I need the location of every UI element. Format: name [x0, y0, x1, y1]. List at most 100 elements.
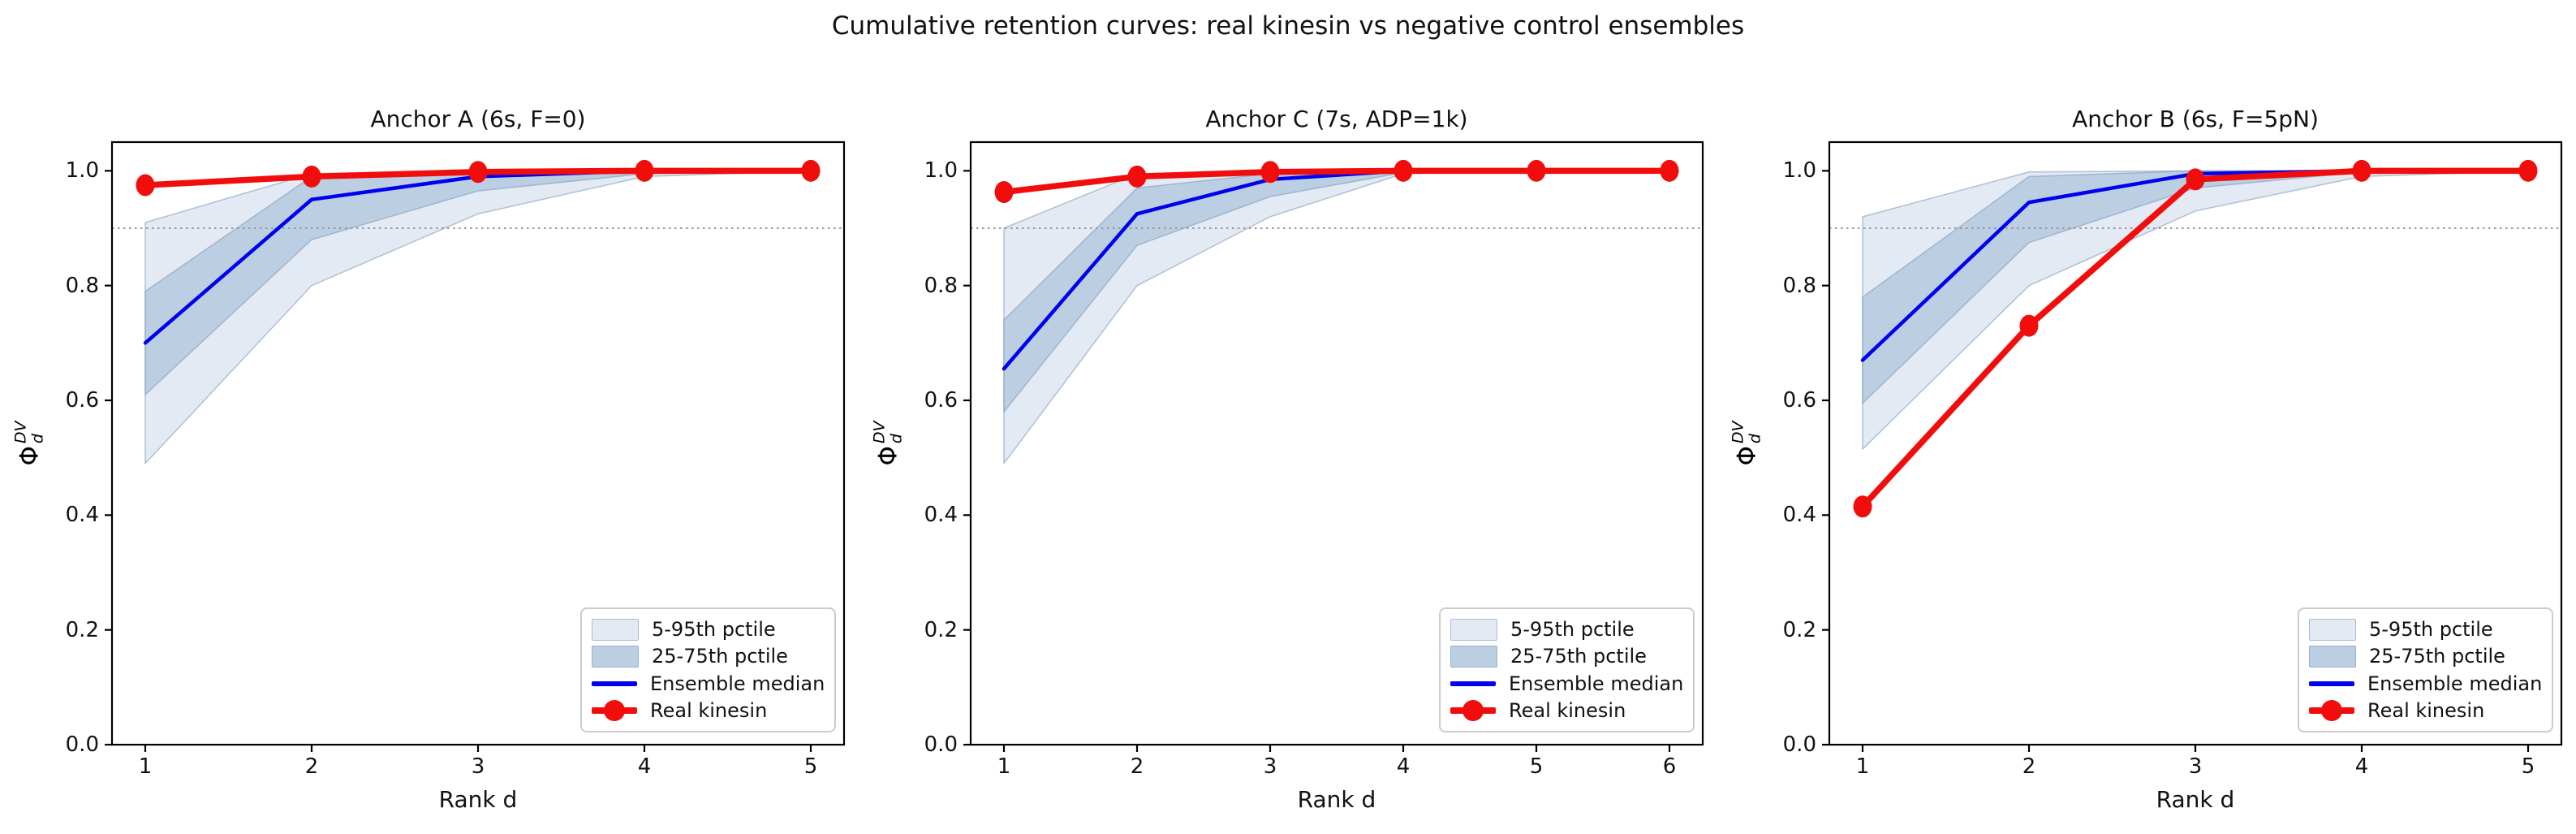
- phi-symbol: Φ: [1732, 446, 1762, 466]
- x-axis-label: Rank d: [438, 786, 518, 813]
- legend-item: Ensemble median: [2309, 671, 2542, 697]
- phi-superscript: DV: [11, 421, 30, 444]
- real-kinesin-marker: [801, 159, 821, 182]
- y-tick-label: 0.2: [65, 617, 99, 642]
- panel-title-anchor-b: Anchor B (6s, F=5pN): [2072, 106, 2319, 132]
- legend-label: 25-75th pctile: [652, 645, 788, 668]
- real-kinesin-marker: [1260, 161, 1280, 184]
- real-kinesin-marker: [2518, 159, 2538, 182]
- legend-item: Ensemble median: [592, 671, 825, 697]
- figure-title: Cumulative retention curves: real kinesi…: [831, 11, 1745, 41]
- panel-title-anchor-a: Anchor A (6s, F=0): [370, 106, 586, 132]
- legend-marker-dot: [1462, 699, 1484, 721]
- x-tick-label: 5: [1529, 754, 1544, 779]
- x-tick-label: 6: [1662, 754, 1677, 779]
- legend-item: 5-95th pctile: [592, 616, 825, 642]
- legend-swatch-median-line: [2309, 681, 2354, 686]
- legend-label: 5-95th pctile: [2369, 618, 2493, 641]
- axes-spines: [969, 140, 1704, 746]
- y-tick-label: 1.0: [924, 158, 958, 184]
- y-tick-label: 0.0: [924, 732, 958, 757]
- y-tick-label: 0.0: [1782, 732, 1816, 757]
- legend-label: Ensemble median: [2367, 672, 2543, 695]
- x-tick-label: 1: [138, 754, 153, 779]
- x-tick-label: 4: [1396, 754, 1411, 779]
- legend-item: Ensemble median: [1450, 671, 1683, 697]
- legend-label: Ensemble median: [650, 672, 825, 695]
- real-kinesin-marker: [1127, 165, 1147, 188]
- real-kinesin-marker: [302, 165, 321, 188]
- legend-swatch-real-kinesin: [1450, 699, 1496, 721]
- y-tick-label: 0.4: [1782, 503, 1816, 528]
- x-tick-label: 4: [2354, 754, 2369, 779]
- legend-item: Real kinesin: [592, 698, 825, 724]
- x-tick-label: 4: [637, 754, 652, 779]
- y-tick-label: 0.4: [65, 503, 99, 528]
- x-axis-label: Rank d: [2156, 786, 2235, 813]
- legend-swatch-dark-band: [2309, 645, 2356, 668]
- real-kinesin-marker: [2186, 168, 2205, 191]
- legend: 5-95th pctile 25-75th pctile Ensemble medi…: [1439, 607, 1695, 732]
- y-tick-label: 0.4: [924, 503, 958, 528]
- real-kinesin-marker: [1660, 159, 1679, 182]
- band-5-95-pctile: [1003, 170, 1670, 465]
- legend-item: 5-95th pctile: [2309, 616, 2542, 642]
- phi-symbol: Φ: [15, 446, 45, 466]
- real-kinesin-marker: [1527, 159, 1546, 182]
- y-tick-label: 0.8: [1782, 273, 1816, 298]
- phi-superscript: DV: [870, 421, 889, 444]
- real-kinesin-marker: [635, 159, 654, 182]
- legend-label: 25-75th pctile: [2369, 645, 2505, 668]
- y-tick-label: 0.0: [65, 732, 99, 757]
- y-tick-label: 0.8: [924, 273, 958, 298]
- x-tick-label: 5: [803, 754, 818, 779]
- y-tick-label: 1.0: [65, 158, 99, 184]
- real-kinesin-marker: [1853, 495, 1872, 518]
- legend-item: Real kinesin: [1450, 698, 1683, 724]
- phi-symbol: Φ: [873, 446, 903, 466]
- real-kinesin-marker: [994, 180, 1014, 203]
- legend-label: 5-95th pctile: [1510, 618, 1635, 641]
- legend-swatch-real-kinesin: [592, 699, 637, 721]
- legend-swatch-light-band: [1450, 618, 1497, 641]
- x-tick-label: 1: [1855, 754, 1870, 779]
- y-tick-label: 0.6: [1782, 388, 1816, 413]
- y-tick-label: 0.6: [65, 388, 99, 413]
- y-tick-label: 0.8: [65, 273, 99, 298]
- legend-label: Real kinesin: [2367, 698, 2485, 722]
- phi-superscript: DV: [1729, 421, 1747, 444]
- real-kinesin-marker: [1394, 159, 1413, 182]
- legend-item: 25-75th pctile: [2309, 643, 2542, 669]
- x-tick-label: 3: [1263, 754, 1277, 779]
- y-tick-label: 0.6: [924, 388, 958, 413]
- band-5-95-pctile: [144, 170, 812, 465]
- legend-label: 5-95th pctile: [652, 618, 776, 641]
- legend-label: 25-75th pctile: [1510, 645, 1647, 668]
- legend-swatch-light-band: [2309, 618, 2356, 641]
- x-tick-label: 1: [997, 754, 1011, 779]
- band-5-95-pctile: [1862, 170, 2529, 450]
- legend-swatch-light-band: [592, 618, 639, 641]
- legend-label: Real kinesin: [650, 698, 768, 722]
- x-axis-label: Rank d: [1297, 786, 1376, 813]
- legend-swatch-dark-band: [1450, 645, 1497, 668]
- real-kinesin-line: [1001, 167, 1673, 196]
- legend-item: 5-95th pctile: [1450, 616, 1683, 642]
- legend: 5-95th pctile 25-75th pctile Ensemble medi…: [2298, 607, 2553, 732]
- legend-item: Real kinesin: [2309, 698, 2542, 724]
- x-tick-label: 2: [304, 754, 319, 779]
- x-tick-label: 5: [2521, 754, 2535, 779]
- real-kinesin-marker: [2019, 314, 2039, 337]
- legend-swatch-median-line: [592, 681, 637, 686]
- phi-subscript: d: [28, 434, 47, 444]
- panel-title-anchor-c: Anchor C (7s, ADP=1k): [1205, 106, 1468, 132]
- legend-label: Real kinesin: [1509, 698, 1626, 722]
- real-kinesin-marker: [136, 174, 155, 197]
- legend-label: Ensemble median: [1509, 672, 1684, 695]
- x-tick-label: 2: [1130, 754, 1144, 779]
- legend-item: 25-75th pctile: [592, 643, 825, 669]
- x-tick-label: 2: [2022, 754, 2036, 779]
- phi-subscript: d: [887, 434, 906, 444]
- real-kinesin-marker: [468, 161, 488, 184]
